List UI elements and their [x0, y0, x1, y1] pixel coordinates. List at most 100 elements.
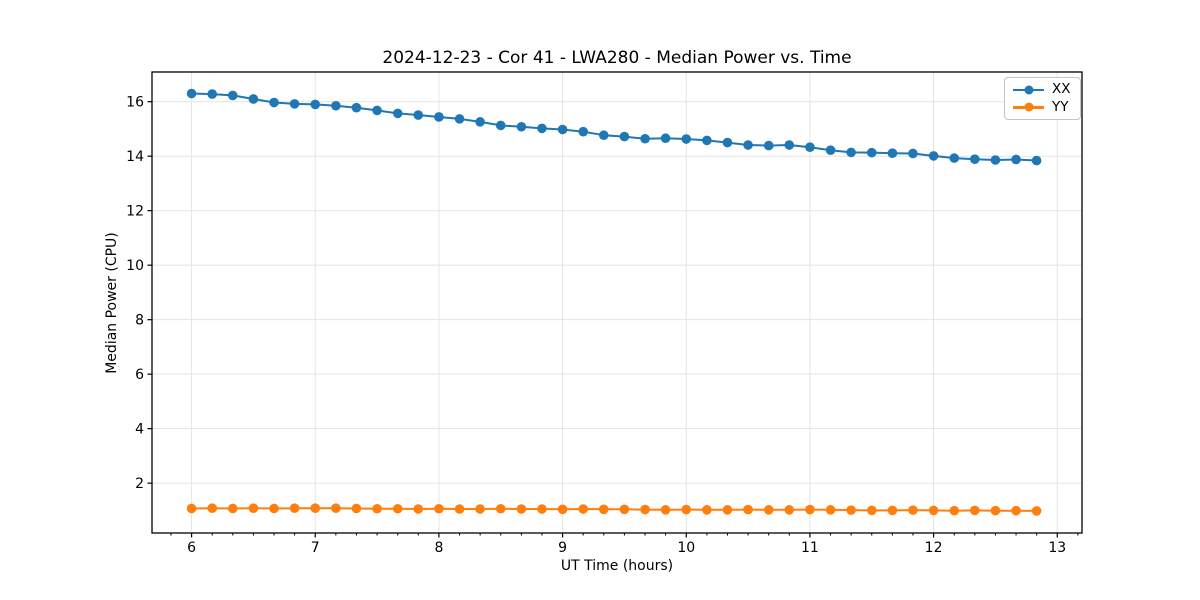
data-point-xx [722, 137, 733, 148]
x-axis-tick-label: 8 [434, 540, 443, 556]
data-point-xx [784, 140, 795, 150]
data-point-yy [784, 505, 795, 515]
data-point-yy [928, 505, 939, 516]
y-axis-tick-label: 14 [126, 149, 144, 165]
data-point-xx [372, 105, 382, 116]
data-point-xx [887, 148, 898, 158]
data-point-yy [702, 505, 712, 515]
data-point-yy [372, 503, 382, 514]
x-axis-tick-label: 11 [801, 540, 819, 556]
x-axis-tick-label: 9 [558, 540, 567, 556]
data-point-xx [949, 153, 960, 163]
data-point-yy [660, 505, 671, 515]
data-point-yy [681, 504, 692, 515]
data-point-yy [990, 505, 1001, 516]
x-axis-tick-label: 12 [925, 540, 943, 556]
data-point-xx [207, 89, 218, 99]
data-point-yy [557, 504, 568, 515]
data-point-xx [640, 133, 650, 144]
legend-item-xx: XX [1013, 81, 1071, 97]
y-axis-tick-label: 4 [135, 421, 144, 437]
data-point-xx [846, 147, 856, 158]
data-point-yy [392, 503, 403, 514]
data-point-yy [846, 505, 856, 515]
data-point-yy [805, 504, 815, 515]
data-point-yy [537, 504, 547, 514]
legend-label-xx: XX [1052, 81, 1071, 97]
legend-sample-yy [1013, 102, 1044, 112]
data-point-yy [516, 504, 527, 514]
data-point-yy [186, 503, 197, 514]
data-point-xx [702, 135, 712, 146]
legend: XX YY [1004, 77, 1081, 120]
data-point-yy [743, 504, 753, 515]
data-point-xx [1031, 155, 1042, 166]
data-point-xx [990, 155, 1001, 165]
x-axis-label: UT Time (hours) [560, 558, 674, 574]
circle-marker-icon [1024, 85, 1033, 95]
data-point-xx [1011, 154, 1021, 165]
data-point-xx [227, 90, 238, 101]
y-axis-label: Median Power (CPU) [104, 232, 120, 374]
data-point-xx [619, 131, 630, 142]
data-point-xx [475, 117, 485, 127]
data-point-xx [310, 99, 321, 110]
data-point-yy [866, 505, 877, 516]
data-point-yy [269, 503, 279, 514]
data-point-xx [351, 102, 362, 113]
data-point-yy [207, 503, 218, 514]
data-point-xx [269, 97, 279, 108]
y-axis-tick-label: 12 [126, 203, 144, 219]
data-point-yy [887, 505, 898, 516]
data-point-yy [248, 503, 259, 514]
data-point-yy [969, 505, 980, 516]
data-point-yy [908, 505, 918, 515]
data-point-xx [908, 148, 918, 159]
x-axis-tick-label: 7 [311, 540, 320, 556]
y-axis-tick-label: 10 [126, 258, 144, 274]
data-point-yy [331, 503, 341, 514]
data-point-yy [413, 504, 424, 514]
data-point-xx [598, 130, 609, 141]
data-point-xx [434, 112, 444, 122]
data-point-xx [392, 108, 403, 119]
data-point-xx [763, 140, 774, 151]
x-axis-tick-label: 13 [1048, 540, 1066, 556]
data-point-yy [640, 504, 650, 515]
data-point-xx [289, 99, 300, 109]
circle-marker-icon [1024, 102, 1033, 112]
data-point-xx [825, 145, 836, 155]
y-axis-tick-label: 8 [135, 312, 144, 328]
data-point-xx [454, 114, 465, 124]
data-point-yy [351, 503, 362, 514]
data-point-xx [805, 142, 815, 152]
data-point-xx [248, 94, 259, 104]
data-point-yy [289, 503, 300, 514]
y-axis-tick-label: 2 [135, 476, 144, 492]
data-point-yy [495, 503, 506, 514]
chart-title: 2024-12-23 - Cor 41 - LWA280 - Median Po… [382, 48, 852, 68]
legend-sample-xx [1013, 85, 1044, 95]
data-point-yy [1011, 505, 1021, 516]
data-point-xx [866, 147, 877, 158]
data-point-xx [578, 126, 589, 137]
x-axis-tick-label: 6 [187, 540, 196, 556]
data-point-yy [434, 503, 444, 514]
axes-spines [151, 71, 1083, 534]
y-axis-tick-label: 6 [135, 367, 144, 383]
data-point-xx [681, 134, 692, 144]
data-point-xx [743, 140, 753, 150]
data-point-xx [969, 154, 980, 164]
data-point-yy [949, 505, 960, 516]
legend-item-yy: YY [1013, 100, 1071, 115]
data-point-xx [331, 100, 341, 111]
data-point-yy [598, 504, 609, 515]
data-point-yy [722, 505, 733, 515]
x-axis-tick-label: 10 [677, 540, 695, 556]
data-point-xx [660, 133, 671, 144]
data-point-yy [578, 504, 589, 514]
data-point-yy [310, 503, 321, 514]
data-point-xx [186, 88, 197, 99]
data-point-xx [537, 123, 547, 134]
